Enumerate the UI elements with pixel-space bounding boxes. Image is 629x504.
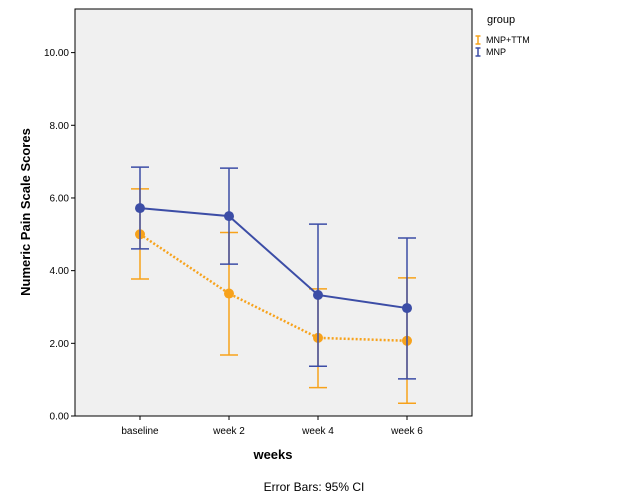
x-tick-label: week 6	[390, 426, 423, 437]
y-axis-ticks: 0.00 2.00 4.00 6.00 8.00 10.00	[44, 48, 75, 423]
series-line	[139, 207, 408, 310]
data-point	[402, 303, 412, 314]
legend-icon	[475, 35, 481, 45]
y-tick-label: 2.00	[50, 339, 70, 350]
legend: group MNP+TTM MNP	[475, 14, 530, 57]
data-point	[224, 288, 234, 299]
legend-title: group	[487, 14, 515, 26]
data-point	[135, 203, 145, 214]
x-tick-label: week 2	[212, 426, 245, 437]
error-bars-footnote: Error Bars: 95% CI	[264, 480, 365, 494]
y-tick-label: 6.00	[50, 193, 70, 204]
legend-icon	[475, 47, 481, 57]
series-mnp	[131, 166, 416, 380]
y-tick-label: 10.00	[44, 48, 69, 59]
legend-label: MNP	[486, 47, 506, 57]
data-point	[224, 211, 234, 222]
x-tick-label: baseline	[121, 426, 159, 437]
series-layer	[131, 166, 416, 405]
x-axis-ticks: baseline week 2 week 4 week 6	[121, 416, 423, 437]
y-tick-label: 0.00	[50, 412, 70, 423]
series-line	[139, 233, 408, 343]
y-tick-label: 4.00	[50, 266, 70, 277]
y-tick-label: 8.00	[50, 121, 70, 132]
x-tick-label: week 4	[301, 426, 334, 437]
plot-area	[74, 8, 473, 417]
x-axis-title: weeks	[252, 447, 292, 462]
y-axis-title: Numeric Pain Scale Scores	[18, 128, 33, 296]
data-point	[313, 289, 323, 300]
legend-label: MNP+TTM	[486, 35, 530, 45]
